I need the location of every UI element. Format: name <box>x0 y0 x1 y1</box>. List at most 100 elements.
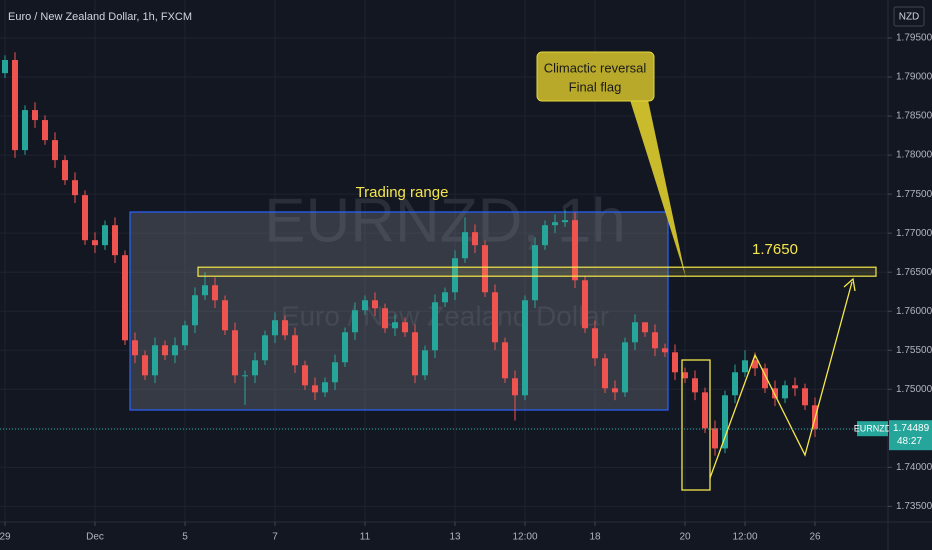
candle-body <box>82 195 88 241</box>
candle-body <box>532 245 538 301</box>
y-tick-label: 1.73500 <box>896 501 932 512</box>
candle-body <box>462 232 468 259</box>
candle-body <box>702 392 708 429</box>
candle-body <box>152 345 158 376</box>
candle-body <box>762 368 768 389</box>
x-tick-label: 7 <box>272 532 278 543</box>
candle-body <box>652 332 658 349</box>
candle-body <box>282 320 288 336</box>
candle-body <box>42 120 48 141</box>
candle-body <box>382 308 388 329</box>
range-box <box>129 211 669 411</box>
candle-body <box>192 295 198 326</box>
candle-body <box>2 60 8 74</box>
candle-body <box>112 225 118 256</box>
x-tick-label: 13 <box>449 532 461 543</box>
candle-body <box>452 258 458 293</box>
candle-body <box>492 292 498 343</box>
candle-body <box>122 255 128 341</box>
y-tick-label: 1.77000 <box>896 228 932 239</box>
x-tick-label: 29 <box>0 532 11 543</box>
candle-body <box>132 340 138 356</box>
candle-body <box>302 365 308 386</box>
candle-body <box>262 335 268 361</box>
candle-body <box>542 225 548 246</box>
y-tick-label: 1.75000 <box>896 384 932 395</box>
y-tick-label: 1.78000 <box>896 150 932 161</box>
candle-body <box>272 320 278 336</box>
candle-body <box>642 322 648 333</box>
currency-box[interactable] <box>893 6 925 27</box>
candle-body <box>692 378 698 393</box>
chart-title: Euro / New Zealand Dollar, 1h, FXCM <box>8 11 192 23</box>
y-tick-label: 1.79000 <box>896 72 932 83</box>
candle-body <box>502 342 508 379</box>
candle-body <box>612 388 618 393</box>
candle-body <box>22 110 28 151</box>
candle-body <box>62 160 68 181</box>
candle-body <box>782 385 788 399</box>
x-tick-label: 12:00 <box>512 532 537 543</box>
candle-body <box>202 285 208 296</box>
level-label: 1.7650 <box>752 241 798 258</box>
candle-body <box>12 60 18 151</box>
x-tick-label: 18 <box>589 532 601 543</box>
candle-body <box>802 388 808 406</box>
candle-body <box>622 342 628 393</box>
flag-box <box>681 359 711 491</box>
candle-body <box>212 285 218 301</box>
candle-body <box>442 292 448 303</box>
candle-body <box>632 322 638 343</box>
currency: NZD <box>899 12 920 23</box>
callout-line: Final flag <box>569 79 622 94</box>
candle-body <box>482 245 488 293</box>
candle-body <box>772 388 778 399</box>
candle-body <box>732 372 738 396</box>
candle-body <box>472 232 478 246</box>
candle-body <box>102 225 108 246</box>
price-label: 1.74489 <box>893 423 930 434</box>
candles <box>2 52 818 456</box>
candle-body <box>562 220 568 223</box>
x-tick-label: Dec <box>86 532 104 543</box>
grid <box>0 0 888 522</box>
candle-body <box>352 310 358 333</box>
candle-body <box>322 382 328 393</box>
zigzag <box>709 281 853 479</box>
arrow-head <box>843 277 856 292</box>
x-tick-label: 5 <box>182 532 188 543</box>
candle-body <box>32 110 38 121</box>
y-tick-label: 1.78500 <box>896 111 932 122</box>
callout-box <box>536 51 655 102</box>
candle-body <box>332 362 338 383</box>
candle-body <box>402 322 408 333</box>
candle-body <box>742 360 748 373</box>
y-tick-label: 1.76500 <box>896 267 932 278</box>
y-tick-label: 1.79500 <box>896 33 932 44</box>
x-tick-label: 26 <box>809 532 821 543</box>
candle-body <box>342 332 348 363</box>
candle-body <box>422 350 428 376</box>
candle-body <box>722 395 728 449</box>
symbol-label: EURNZD <box>854 424 892 434</box>
candle-body <box>252 360 258 376</box>
candle-body <box>582 280 588 329</box>
callout-line: Climactic reversal <box>544 60 647 75</box>
y-tick-label: 1.77500 <box>896 189 932 200</box>
candle-body <box>572 220 578 281</box>
candle-body <box>552 222 558 226</box>
candle-body <box>662 348 668 353</box>
candle-body <box>592 328 598 359</box>
candle-body <box>522 300 528 396</box>
candle-body <box>142 355 148 376</box>
y-tick-label: 1.75500 <box>896 345 932 356</box>
countdown-label: 48:27 <box>897 436 922 447</box>
range-label: Trading range <box>356 184 449 201</box>
x-tick-label: 12:00 <box>732 532 757 543</box>
candle-body <box>372 300 378 309</box>
candle-body <box>242 375 248 377</box>
candle-body <box>752 360 758 369</box>
price-tag <box>889 420 932 451</box>
